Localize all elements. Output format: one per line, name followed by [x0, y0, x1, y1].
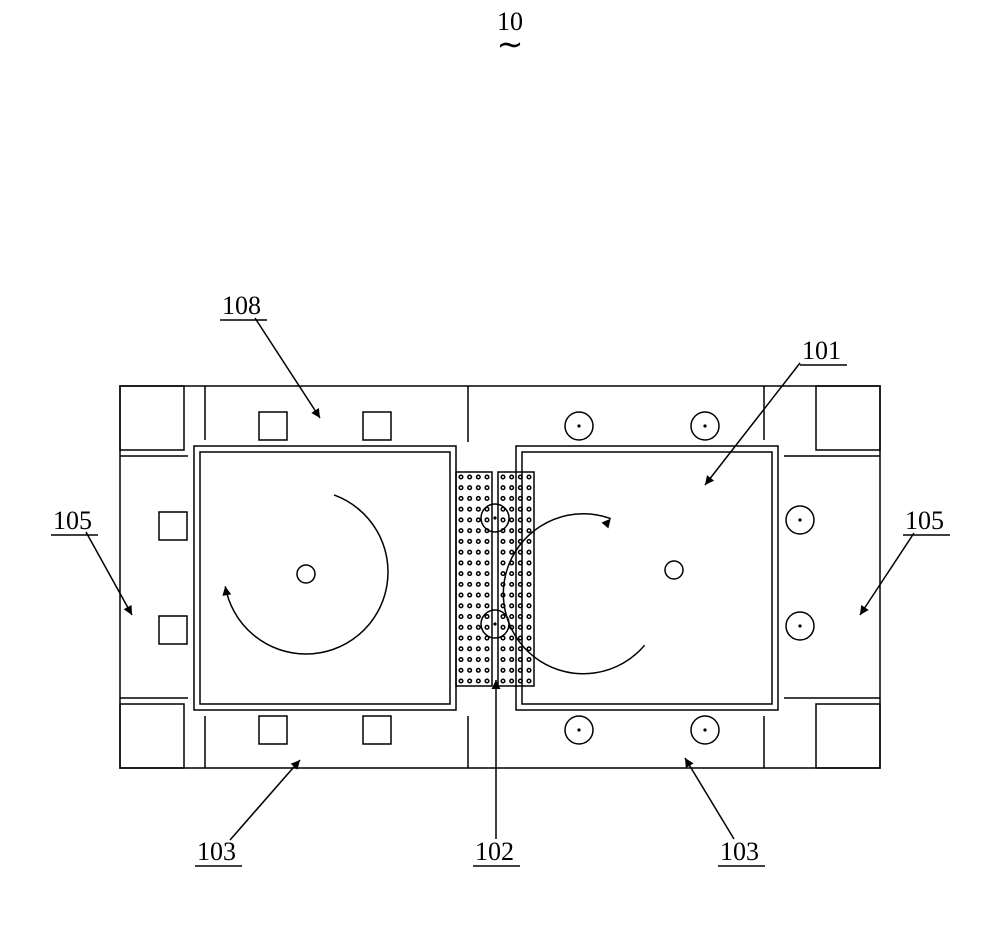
diagram-page: 10810110510510310210310∼ — [0, 0, 1000, 936]
diagram-svg: 10810110510510310210310∼ — [0, 0, 1000, 936]
ref-label: 103 — [197, 837, 236, 866]
ref-label: 103 — [720, 837, 759, 866]
ref-label: 105 — [53, 506, 92, 535]
ref-label: 108 — [222, 291, 261, 320]
ref-label: 101 — [802, 336, 841, 365]
figure-tilde: ∼ — [497, 26, 524, 62]
ref-label: 102 — [475, 837, 514, 866]
ref-label: 105 — [905, 506, 944, 535]
